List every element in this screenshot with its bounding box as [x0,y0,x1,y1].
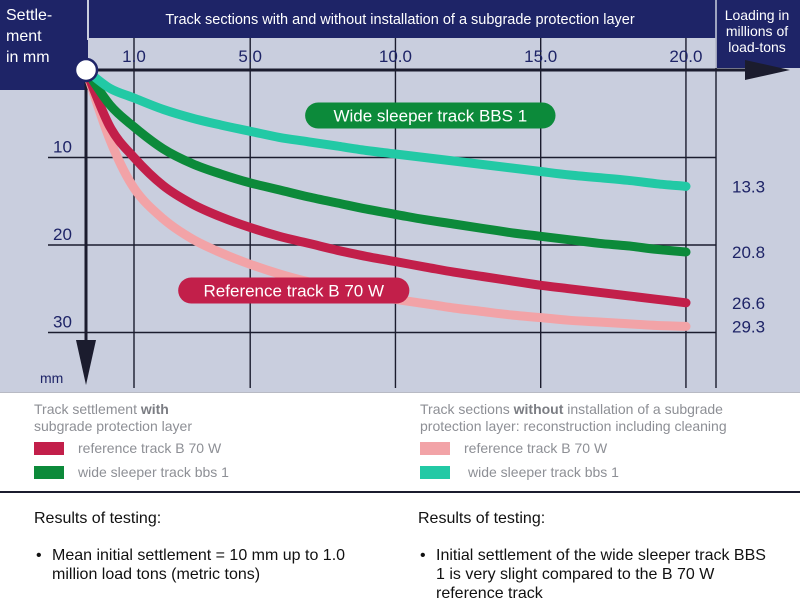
x-tick-labels: 1.0 5.0 10.0 15.0 20.0 [122,47,702,66]
results-bullet: Mean initial settlement = 10 mm up to 1.… [34,546,352,584]
annotation-label: Reference track B 70 W [178,277,410,304]
legend-swatch [34,465,64,479]
end-labels: 13.3 20.8 26.6 29.3 [732,177,765,336]
legend-item: reference track B 70 W [34,437,374,459]
x-tick-label: 15.0 [524,47,557,66]
chart-title: Track sections with and without installa… [165,12,635,28]
legend-right-title: Track sections without installation of a… [420,401,790,435]
x-axis-arrow [745,60,790,80]
label-line: Loading in [725,7,790,23]
label-line: ment [6,28,42,45]
annotation-pill [178,277,410,304]
annotation-pill [305,102,556,129]
annotation-label: Wide sleeper track BBS 1 [305,102,556,129]
label-line: load-tons [728,39,786,55]
legend-left-title: Track settlement with subgrade protectio… [34,401,374,435]
y-axis-label: Settle-ment in mm [6,7,52,66]
settlement-chart: Track sections with and without installa… [0,0,800,392]
legend-label: reference track B 70 W [78,439,222,456]
y-axis-unit: mm [40,370,63,386]
x-axis-label: Loading in millions of load-tons [725,7,790,55]
legend-swatch [420,441,450,455]
results-title: Results of testing: [34,510,162,527]
legend-left-title-part: Track settlement [34,401,141,417]
legend-right-title-line2: protection layer: reconstruction includi… [420,418,727,434]
x-tick-label: 20.0 [669,47,702,66]
results-bullet: Initial settlement of the wide sleeper t… [418,546,766,603]
label-line: in mm [6,49,50,66]
end-label-teal: 13.3 [732,177,765,196]
results-right: Results of testing: Initial settlement o… [418,509,788,603]
legend-item: wide sleeper track bbs 1 [34,461,374,483]
legend-left-title-bold: with [140,401,169,417]
legend-label: reference track B 70 W [464,439,608,456]
series-line-teal [81,65,691,191]
x-tick-label: 1.0 [122,47,146,66]
tick-strip [88,38,716,68]
origin-marker [73,57,99,83]
end-label-pink: 29.3 [732,317,765,336]
axes [76,0,790,385]
legend-right-title-bold: without [513,401,564,417]
y-tick-label: 20 [53,225,72,244]
series-line-green [81,65,691,257]
legend-right-title-part: Track sections [420,401,514,417]
results-section: Results of testing: Mean initial settlem… [0,493,800,603]
x-tick-label: 10.0 [379,47,412,66]
end-label-red: 26.6 [732,294,765,313]
legend-left-title-line2: subgrade protection layer [34,418,192,434]
legend-with-layer: Track settlement with subgrade protectio… [34,401,374,483]
x-tick-label: 5.0 [238,47,262,66]
legend-swatch [420,465,450,479]
y-tick-label: 10 [53,138,72,157]
legend-label: wide sleeper track bbs 1 [468,463,619,480]
y-tick-labels: 10 20 30 [53,138,72,332]
annotation-text: Reference track B 70 W [204,282,384,301]
end-label-green: 20.8 [732,243,765,262]
legend-without-layer: Track sections without installation of a… [420,401,790,483]
label-line: Settle- [6,7,52,24]
legend-right-title-part2: installation of a subgrade [563,401,723,417]
results-left: Results of testing: Mean initial settlem… [34,509,394,584]
legend-label: wide sleeper track bbs 1 [78,463,229,480]
legend-item: wide sleeper track bbs 1 [420,461,790,483]
y-tick-label: 30 [53,313,72,332]
annotation-text: Wide sleeper track BBS 1 [333,107,527,126]
label-line: millions of [726,23,788,39]
legend: Track settlement with subgrade protectio… [0,392,800,491]
ylabel-panel [0,0,88,90]
y-axis-arrow [76,340,96,385]
grid [48,38,717,388]
section-divider [0,491,800,493]
series-line-red [81,65,691,308]
legend-swatch [34,441,64,455]
annotations: Wide sleeper track BBS 1 Reference track … [178,102,556,304]
results-title: Results of testing: [418,510,546,527]
legend-item: reference track B 70 W [420,437,790,459]
